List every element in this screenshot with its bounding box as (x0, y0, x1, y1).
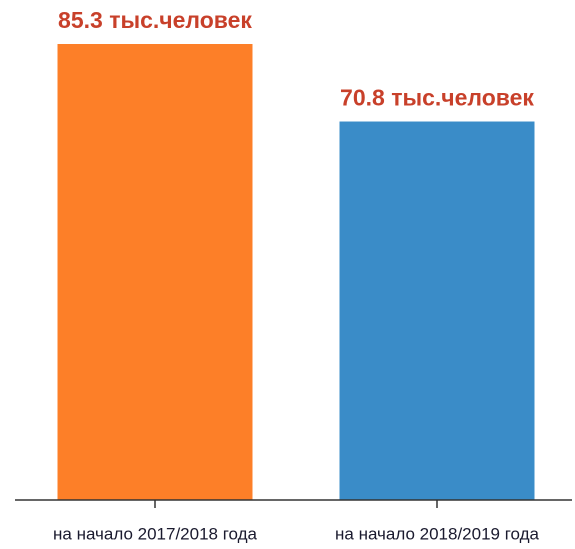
bar (339, 121, 535, 501)
x-tick-label: на начало 2018/2019 года (335, 524, 540, 543)
value-label: 70.8 тыс.человек (340, 85, 534, 111)
x-tick-label: на начало 2017/2018 года (53, 524, 258, 543)
bar (57, 44, 253, 500)
value-label: 85.3 тыс.человек (58, 7, 252, 33)
